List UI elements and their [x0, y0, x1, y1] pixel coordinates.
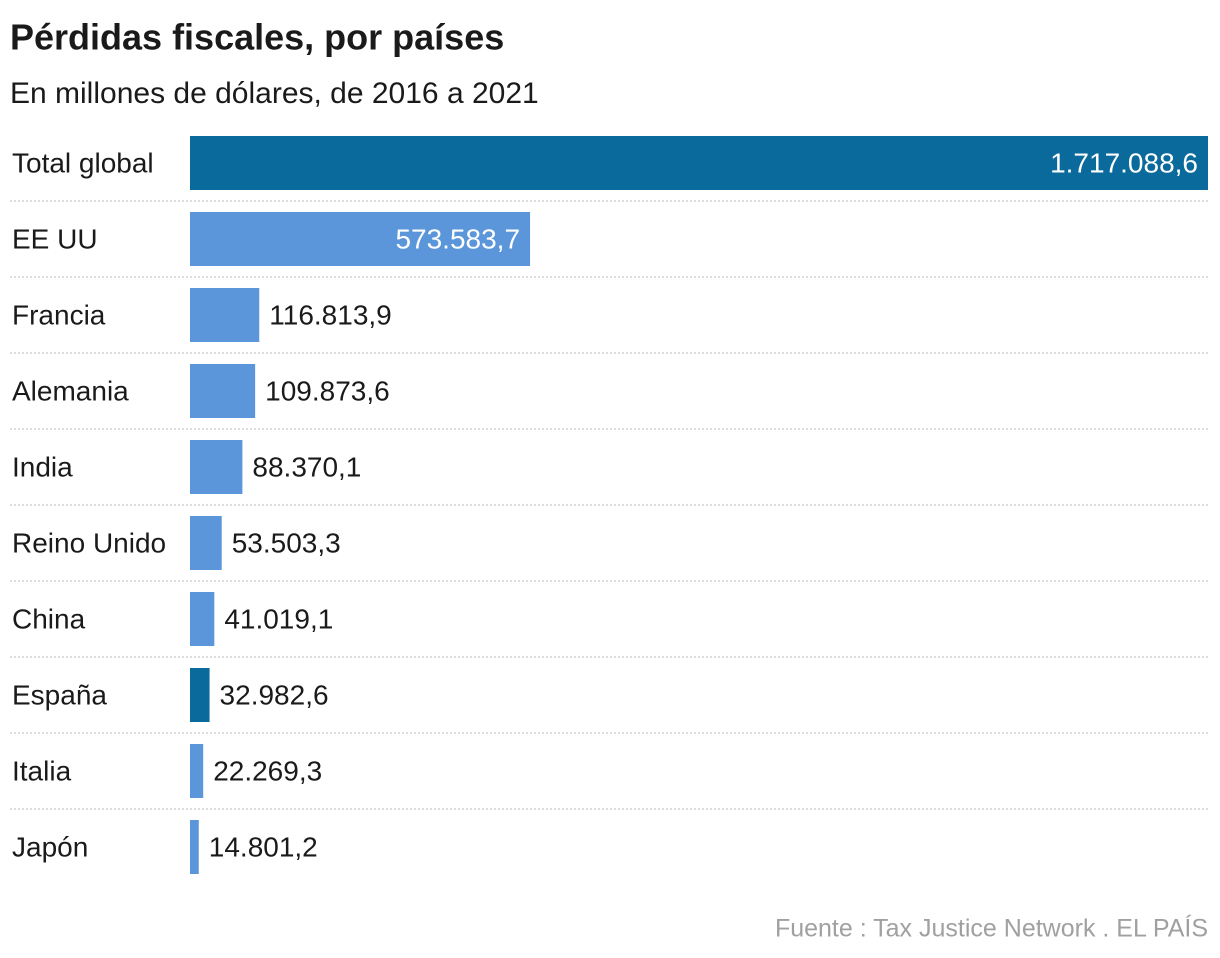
bar [190, 440, 243, 494]
value-label: 88.370,1 [252, 451, 361, 482]
value-label: 116.813,9 [269, 299, 392, 330]
value-label: 1.717.088,6 [1050, 147, 1198, 178]
chart-subtitle: En millones de dólares, de 2016 a 2021 [10, 77, 539, 110]
value-label: 109.873,6 [265, 375, 390, 406]
category-label: España [12, 679, 107, 710]
source: Fuente : Tax Justice Network . EL PAÍS [775, 914, 1208, 943]
category-label: Italia [12, 755, 72, 786]
value-label: 53.503,3 [232, 527, 341, 558]
category-label: China [12, 603, 86, 634]
bar [190, 136, 1208, 190]
value-label: 22.269,3 [213, 755, 322, 786]
value-label: 573.583,7 [395, 223, 520, 254]
chart-title: Pérdidas fiscales, por países [10, 17, 504, 58]
bar [190, 288, 260, 342]
value-label: 41.019,1 [224, 603, 333, 634]
category-label: India [12, 451, 73, 482]
bar [190, 592, 215, 646]
bar [190, 364, 256, 418]
bar [190, 820, 199, 874]
value-label: 14.801,2 [209, 831, 318, 862]
bar [190, 212, 531, 266]
bar [190, 668, 210, 722]
value-label: 32.982,6 [220, 679, 329, 710]
category-label: Francia [12, 299, 106, 330]
bar [190, 744, 204, 798]
category-label: Reino Unido [12, 527, 166, 558]
category-label: Total global [12, 147, 154, 178]
category-label: EE UU [12, 223, 98, 254]
bar [190, 516, 222, 570]
category-label: Alemania [12, 375, 129, 406]
category-label: Japón [12, 831, 88, 862]
